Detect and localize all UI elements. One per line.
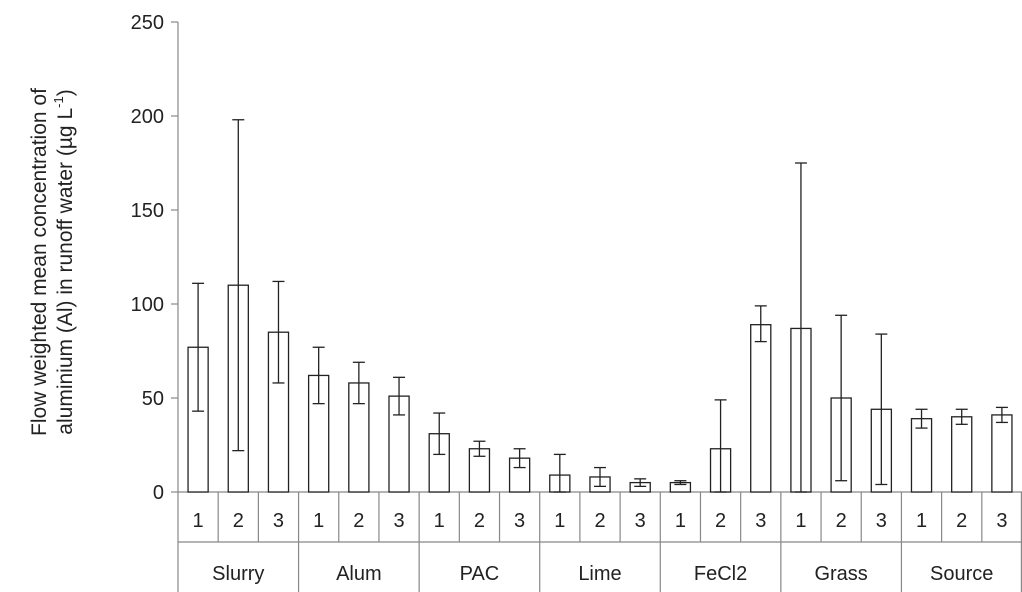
y-tick-label: 50: [142, 388, 164, 410]
x-tick-label: 3: [876, 510, 887, 532]
x-tick-label: 2: [956, 510, 967, 532]
x-tick-label: 2: [474, 510, 485, 532]
y-axis-title-line2: aluminium (Al) in runoff water (µg L: [54, 108, 77, 435]
x-tick-label: 2: [836, 510, 847, 532]
y-tick-label: 100: [131, 294, 164, 316]
x-tick-label: 3: [273, 510, 284, 532]
x-tick-label: 2: [353, 510, 364, 532]
x-tick-label: 2: [594, 510, 605, 532]
bar: [991, 414, 1013, 493]
y-axis-title: Flow weighted mean concentration of alumi…: [28, 88, 77, 436]
x-tick-label: 2: [715, 510, 726, 532]
group-label: FeCl2: [694, 563, 747, 585]
x-tick-label: 3: [996, 510, 1007, 532]
x-tick-label: 1: [795, 510, 806, 532]
bar: [750, 324, 772, 493]
bar: [910, 418, 933, 493]
y-tick-label: 250: [131, 12, 164, 34]
group-label: Source: [930, 563, 993, 585]
x-tick-label: 1: [193, 510, 204, 532]
x-tick-label: 3: [514, 510, 525, 532]
group-label: PAC: [460, 563, 500, 585]
x-tick-label: 1: [675, 510, 686, 532]
y-axis-title-suffix: ): [54, 89, 77, 96]
x-tick-label: 3: [393, 510, 404, 532]
x-tick-label: 3: [755, 510, 766, 532]
x-tick-label: 3: [635, 510, 646, 532]
x-tick-label: 1: [434, 510, 445, 532]
y-axis-title-superscript: -1: [51, 96, 66, 108]
y-tick-label: 150: [131, 200, 164, 222]
y-tick-label: 0: [153, 482, 164, 504]
group-label: Slurry: [212, 563, 264, 585]
y-tick-label: 200: [131, 106, 164, 128]
x-tick-label: 2: [233, 510, 244, 532]
group-label: Lime: [578, 563, 621, 585]
plot-area: 0 50 100 150 200 250 1 2 3 Slurry 1 2 3 Alum 1 2 3 PAC 1 2 3…: [131, 12, 1022, 592]
x-tick-label: 1: [313, 510, 324, 532]
x-tick-label: 1: [554, 510, 565, 532]
x-tick-label: 1: [916, 510, 927, 532]
y-axis-title-line1: Flow weighted mean concentration of: [28, 88, 51, 436]
group-label: Grass: [814, 563, 867, 585]
bar: [951, 416, 973, 493]
group-label: Alum: [336, 563, 382, 585]
